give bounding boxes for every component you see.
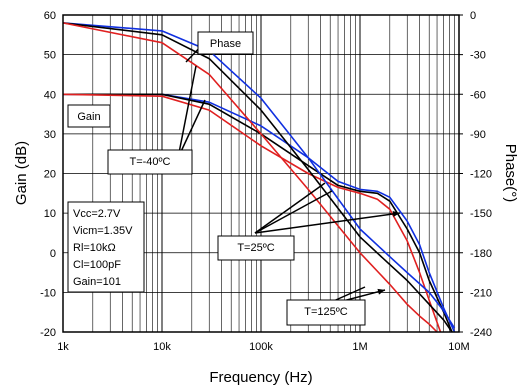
y-tick-label: 10: [44, 208, 56, 220]
temp25-label-box: [217, 235, 295, 261]
y2-tick-label: -240: [470, 327, 492, 339]
conditions-box-text: Vcc=2.7V: [73, 208, 121, 220]
tm40-label-box-text: T=-40ºC: [129, 156, 170, 168]
phase-label-box: [197, 31, 254, 55]
y2-tick-label: -90: [470, 129, 486, 141]
y-tick-label: -10: [40, 287, 56, 299]
tm40-leader-gain: [177, 99, 206, 159]
y-tick-label: -20: [40, 327, 56, 339]
y2-tick-label: -30: [470, 50, 486, 62]
x-tick-label: 10k: [153, 341, 171, 353]
conditions-box-text: Vicm=1.35V: [73, 225, 133, 237]
x-tick-label: 100k: [249, 341, 273, 353]
arrowhead: [392, 210, 400, 217]
conditions-box-text: Gain=101: [73, 276, 121, 288]
y-tick-label: 0: [50, 248, 56, 260]
ticks: 1k 10k 100k 1M 10M 60 50 40 30 20 10 0 -10 -20 0 -30 -60…: [40, 10, 492, 353]
callouts: Phase Gain T=-40ºC T=25ºC T=125ºC Vcc=2.7V Vic…: [67, 31, 401, 326]
y2-tick-label: -180: [470, 248, 492, 260]
gain-label-box-text: Gain: [77, 111, 100, 123]
y2-tick-label: -210: [470, 287, 492, 299]
arrowhead: [377, 288, 385, 295]
series-gain-25: [63, 93, 453, 333]
y-tick-label: 50: [44, 50, 56, 62]
x-axis-label: Frequency (Hz): [209, 369, 312, 386]
y-axis-label: Gain (dB): [13, 141, 30, 205]
y-tick-label: 30: [44, 129, 56, 141]
temp125-label-box-text: T=125ºC: [304, 306, 348, 318]
curves: [62, 22, 456, 333]
y2-tick-label: -150: [470, 208, 492, 220]
leader-25-2: [254, 190, 333, 234]
conditions-box: [67, 201, 145, 293]
phase-label-box-text: Phase: [210, 38, 241, 50]
x-tick-label: 10M: [448, 341, 469, 353]
series-gain-minus40: [63, 93, 456, 333]
y2-tick-label: 0: [470, 10, 476, 22]
series-phase-125: [62, 22, 438, 333]
y2-tick-label: -120: [470, 169, 492, 181]
gain-label-box: [67, 104, 111, 128]
temp25-label-box-text: T=25ºC: [237, 242, 274, 254]
tm40-label-box: [107, 149, 193, 175]
conditions-box-text: Rl=10kΩ: [73, 242, 116, 254]
y-tick-label: 40: [44, 89, 56, 101]
leader-25-1: [254, 182, 326, 234]
temp125-label-box: [286, 299, 366, 326]
x-tick-label: 1k: [57, 341, 69, 353]
series-gain-125: [62, 93, 442, 333]
series-phase-25: [62, 22, 453, 333]
y-tick-label: 20: [44, 169, 56, 181]
y2-tick-label: -60: [470, 89, 486, 101]
leader-25-3: [254, 212, 401, 234]
series-phase-minus40: [62, 22, 456, 329]
conditions-box-text: Cl=100pF: [73, 259, 121, 271]
y-tick-label: 60: [44, 10, 56, 22]
tm40-leader-phase: [177, 65, 197, 159]
x-tick-label: 1M: [352, 341, 367, 353]
y2-axis-label: Phase(°): [502, 144, 517, 203]
